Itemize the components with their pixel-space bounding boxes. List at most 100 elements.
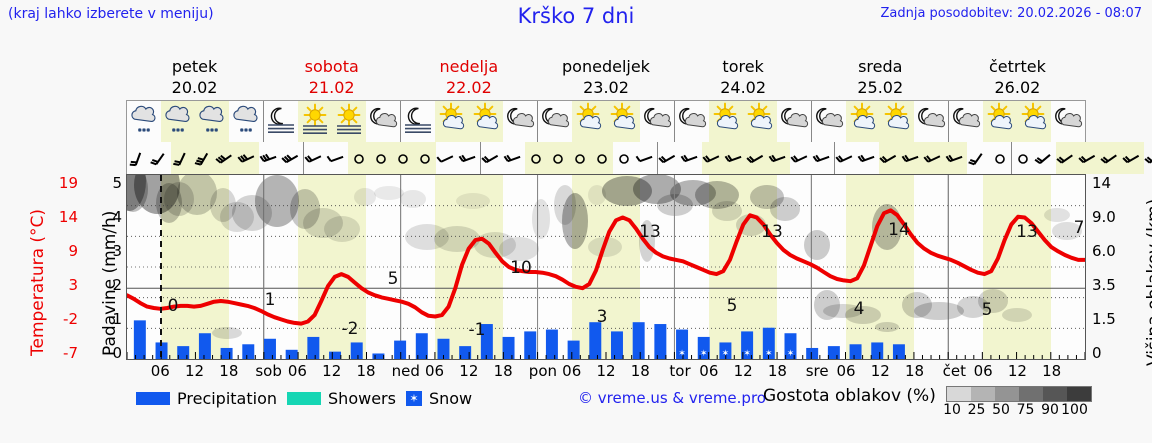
wind-barb-icon xyxy=(304,142,326,174)
copyright-link[interactable]: © vreme.us & vreme.pro xyxy=(578,389,766,407)
svg-text:✶: ✶ xyxy=(700,349,708,359)
time-tick-label: sre xyxy=(805,362,829,380)
temperature-tick-3: 3 xyxy=(68,276,78,295)
wind-barb-icon xyxy=(1056,142,1078,174)
colorbar-segment-3 xyxy=(1019,387,1043,401)
day-date: 24.02 xyxy=(720,78,767,97)
time-tick-label: 18 xyxy=(493,362,513,380)
meteogram-plot[interactable]: ✶ ✶ ✶ ✶ ✶ ✶ 0 1 -2 5 -1 10 3 13 5 13 4 14 5 13 7 xyxy=(126,174,1086,360)
temperature-annotation: 5 xyxy=(727,296,738,316)
moon-cloud-icon xyxy=(949,101,983,142)
precipitation-tick-0: 5 xyxy=(112,174,122,192)
svg-text:✶: ✶ xyxy=(787,349,795,359)
snow-swatch-icon: ✶ xyxy=(405,390,422,406)
colorbar-segment-0 xyxy=(947,387,971,401)
daylight-band xyxy=(880,175,914,359)
time-tick-label: 12 xyxy=(596,362,616,380)
colorbar-tick-1: 25 xyxy=(967,402,986,418)
cloud-snow-icon xyxy=(195,101,229,142)
plot-overlay: ✶ ✶ ✶ ✶ ✶ ✶ 0 1 -2 5 -1 10 3 13 5 13 4 14 5 13 7 xyxy=(127,175,1085,359)
showers-swatch-icon xyxy=(287,391,322,405)
wind-barb-icon xyxy=(193,142,215,174)
wind-barb-panel xyxy=(126,142,1152,174)
day-name: torek xyxy=(722,57,764,76)
day-name: sobota xyxy=(304,57,359,76)
time-tick-label: 12 xyxy=(733,362,753,380)
cloud-snow-icon xyxy=(161,101,195,142)
time-tick-label: 06 xyxy=(150,362,170,380)
day-name: ponedeljek xyxy=(562,57,650,76)
sun-cloud-icon xyxy=(709,101,743,142)
cloud-height-tick-3: 3.5 xyxy=(1092,276,1116,295)
wind-barb-icon xyxy=(835,142,857,174)
sun-cloud-icon xyxy=(606,101,640,142)
wind-barb-icon xyxy=(680,142,702,174)
wind-day-group-5 xyxy=(1012,142,1152,174)
wind-barb-icon xyxy=(790,142,812,174)
svg-text:✶: ✶ xyxy=(765,349,773,359)
time-axis-day-0: 06 12 18 xyxy=(126,362,263,382)
cloud-height-tick-4: 1.5 xyxy=(1092,310,1116,329)
temperature-annotation: -1 xyxy=(469,320,486,340)
wind-barb-icon xyxy=(1144,142,1152,174)
icon-day-group-4 xyxy=(675,101,812,142)
wind-day-group-0 xyxy=(127,142,304,174)
time-axis-day-4: tor 06 12 18 xyxy=(669,362,812,382)
legend-item-showers: Showers xyxy=(287,389,396,408)
time-tick-label: 18 xyxy=(219,362,239,380)
time-tick-label: 18 xyxy=(905,362,925,380)
icon-day-group-6 xyxy=(949,101,1085,142)
colorbar-title: Gostota oblakov (%) xyxy=(763,386,936,406)
colorbar-tick-2: 50 xyxy=(992,402,1010,418)
cloud-height-tick-0: 14 xyxy=(1092,174,1112,192)
legend-item-snow: ✶ Snow xyxy=(405,389,472,408)
wind-barb-icon xyxy=(812,142,834,174)
day-date: 21.02 xyxy=(308,78,355,97)
day-header-4: torek 24.02 xyxy=(675,56,812,100)
daylight-band xyxy=(332,175,366,359)
wind-day-group-2 xyxy=(481,142,658,174)
wind-calm-icon xyxy=(414,142,436,174)
series-legend: Precipitation Showers ✶ Snow xyxy=(136,388,472,408)
precipitation-swatch-icon xyxy=(136,391,170,405)
wind-barb-icon xyxy=(171,142,193,174)
time-tick-label: 06 xyxy=(287,362,307,380)
sun-fog-icon xyxy=(332,101,366,142)
page-title: Krško 7 dni xyxy=(517,4,635,28)
colorbar-tick-0: 10 xyxy=(943,402,961,418)
wind-calm-icon xyxy=(392,142,414,174)
svg-text:✶: ✶ xyxy=(722,349,730,359)
precipitation-tick-5: 0 xyxy=(112,344,122,363)
cloud-snow-icon xyxy=(229,101,263,142)
moon-cloud-icon xyxy=(914,101,948,142)
temperature-annotation: 1 xyxy=(265,290,276,310)
wind-barb-icon xyxy=(1034,142,1056,174)
wind-barb-icon xyxy=(503,142,525,174)
time-axis-day-5: sre 06 12 18 xyxy=(806,362,949,382)
wind-calm-icon xyxy=(547,142,569,174)
sun-fog-icon xyxy=(298,101,332,142)
cloud-height-tick-1: 9.0 xyxy=(1092,208,1116,227)
time-axis-day-3: pon 06 12 18 xyxy=(529,362,674,382)
wind-barb-icon xyxy=(658,142,680,174)
cloud-height-axis-title-text: Višina oblakov (km) xyxy=(1144,198,1152,366)
time-tick-label: sob xyxy=(255,362,282,380)
legend-item-precipitation: Precipitation xyxy=(136,389,277,408)
wind-barb-icon xyxy=(326,142,348,174)
wind-calm-icon xyxy=(525,142,547,174)
temperature-annotation: 4 xyxy=(854,299,865,319)
wind-barb-icon xyxy=(149,142,171,174)
temperature-axis-ticks: 19 14 9 3 -2 -7 xyxy=(26,160,78,370)
temperature-annotation: -2 xyxy=(342,319,359,339)
wind-calm-icon xyxy=(591,142,613,174)
moon-cloud-icon xyxy=(366,101,400,142)
cloud-height-tick-5: 0 xyxy=(1092,344,1102,363)
wind-calm-icon xyxy=(989,142,1011,174)
wind-barb-icon xyxy=(879,142,901,174)
day-header-1: sobota 21.02 xyxy=(263,56,400,100)
icon-day-group-0 xyxy=(127,101,264,142)
legend-label-showers: Showers xyxy=(328,388,396,408)
colorbar-segment-1 xyxy=(971,387,995,401)
wind-calm-icon xyxy=(1012,142,1034,174)
wind-barb-icon xyxy=(436,142,458,174)
